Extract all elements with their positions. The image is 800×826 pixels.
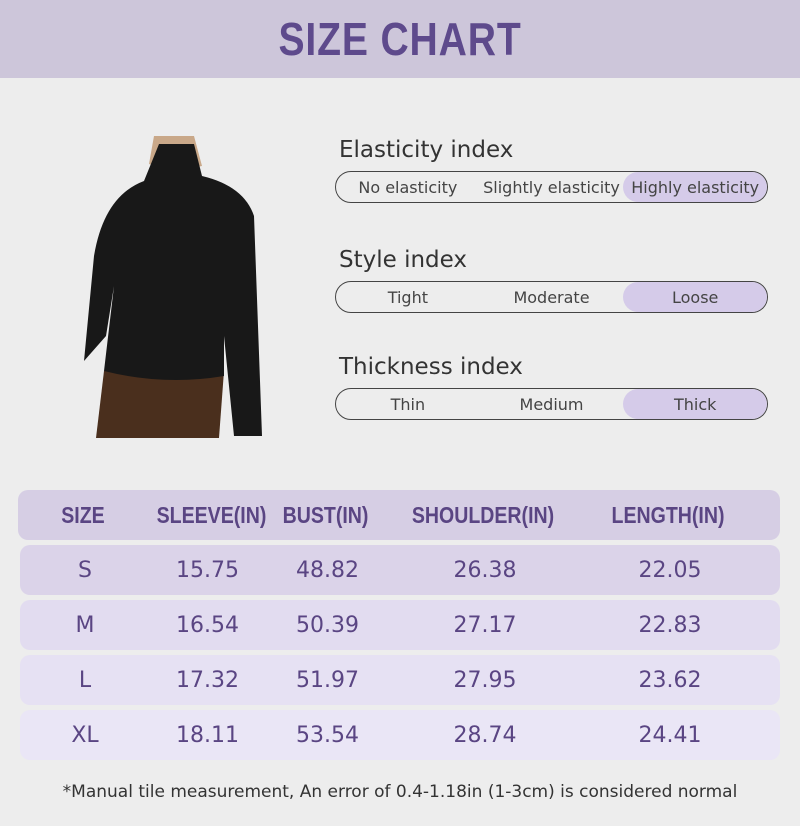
option-moderate: Moderate: [513, 287, 590, 307]
table-row: S 15.75 48.82 26.38 22.05: [20, 545, 780, 595]
thickness-scale: Thin Medium Thick: [335, 388, 768, 420]
style-index: Style index Tight Moderate Loose: [335, 247, 768, 313]
cell-sleeve: 16.54: [176, 612, 239, 638]
cell-shoulder: 26.38: [453, 557, 517, 583]
option-tight: Tight: [387, 287, 428, 307]
cell-sleeve: 17.32: [176, 667, 239, 693]
option-slightly-elasticity: Slightly elasticity: [483, 177, 620, 197]
size-table: SIZE SLEEVE(IN) BUST(IN) SHOULDER(IN) LE…: [18, 490, 780, 765]
cell-shoulder: 27.95: [453, 667, 517, 693]
table-row: L 17.32 51.97 27.95 23.62: [20, 655, 780, 705]
elasticity-label: Elasticity index: [339, 137, 514, 163]
cell-bust: 50.39: [296, 612, 359, 638]
page-title: SIZE CHART: [278, 13, 522, 65]
header-length: LENGTH(IN): [611, 501, 725, 528]
cell-size: L: [78, 667, 92, 693]
style-scale: Tight Moderate Loose: [335, 281, 768, 313]
header-sleeve: SLEEVE(IN): [156, 501, 267, 528]
option-loose: Loose: [623, 282, 767, 312]
title-banner: SIZE CHART: [0, 0, 800, 78]
cell-bust: 51.97: [296, 667, 359, 693]
option-thick: Thick: [623, 389, 767, 419]
cell-sleeve: 18.11: [176, 722, 239, 748]
cell-length: 23.62: [638, 667, 702, 693]
style-label: Style index: [339, 247, 468, 273]
thickness-index: Thickness index Thin Medium Thick: [335, 354, 768, 420]
cell-length: 24.41: [638, 722, 702, 748]
table-header: SIZE SLEEVE(IN) BUST(IN) SHOULDER(IN) LE…: [18, 490, 780, 540]
header-size: SIZE: [61, 501, 105, 528]
thickness-label: Thickness index: [339, 354, 523, 380]
cell-bust: 48.82: [296, 557, 359, 583]
header-shoulder: SHOULDER(IN): [411, 501, 555, 528]
measurement-note: *Manual tile measurement, An error of 0.…: [62, 782, 738, 802]
cell-size: M: [75, 612, 95, 638]
option-highly-elasticity: Highly elasticity: [623, 172, 767, 202]
table-row: M 16.54 50.39 27.17 22.83: [20, 600, 780, 650]
cell-length: 22.05: [638, 557, 702, 583]
cell-length: 22.83: [638, 612, 702, 638]
option-medium: Medium: [519, 394, 584, 414]
cell-size: XL: [71, 722, 99, 748]
option-no-elasticity: No elasticity: [358, 177, 458, 197]
option-thin: Thin: [390, 394, 426, 414]
cell-bust: 53.54: [296, 722, 359, 748]
product-photo: [84, 136, 262, 438]
cell-size: S: [78, 557, 92, 583]
elasticity-scale: No elasticity Slightly elasticity Highly…: [335, 171, 768, 203]
header-bust: BUST(IN): [282, 501, 369, 528]
elasticity-index: Elasticity index No elasticity Slightly …: [335, 137, 768, 203]
cell-shoulder: 27.17: [453, 612, 517, 638]
cell-sleeve: 15.75: [176, 557, 239, 583]
cell-shoulder: 28.74: [453, 722, 517, 748]
table-row: XL 18.11 53.54 28.74 24.41: [20, 710, 780, 760]
